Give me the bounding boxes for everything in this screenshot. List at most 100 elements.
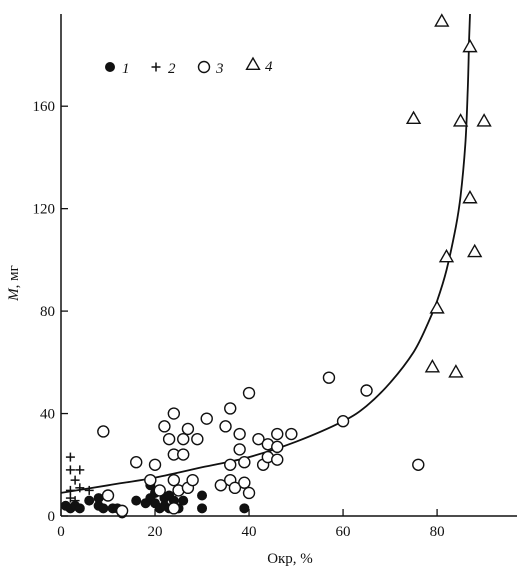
point-series-3 <box>219 420 232 433</box>
point-series-3 <box>177 448 190 461</box>
point-series-3 <box>242 486 256 500</box>
point-series-4 <box>462 189 478 204</box>
legend: 1 2 3 4 <box>105 56 273 77</box>
legend-marker-2 <box>151 62 161 72</box>
point-series-2 <box>65 493 75 503</box>
point-series-3 <box>191 432 204 446</box>
point-series-2 <box>65 452 75 462</box>
x-tick-label: 0 <box>57 524 65 540</box>
point-series-1 <box>197 503 208 514</box>
point-series-3 <box>285 427 298 441</box>
point-series-3 <box>238 476 251 489</box>
legend-item-3: 3 <box>197 60 224 77</box>
point-series-2 <box>65 465 75 475</box>
y-tick-label: 160 <box>33 99 56 115</box>
x-tick-label: 80 <box>430 524 445 540</box>
legend-marker-4 <box>245 56 261 71</box>
point-series-3 <box>177 432 190 446</box>
point-series-3 <box>214 479 228 492</box>
point-series-3 <box>144 473 157 487</box>
point-series-4 <box>462 38 478 53</box>
point-series-4 <box>476 113 492 127</box>
series-4 <box>405 13 492 378</box>
y-tick-label: 40 <box>40 407 55 423</box>
point-series-1 <box>98 503 109 514</box>
fit-curve-layer <box>60 13 471 494</box>
point-series-3 <box>97 425 110 438</box>
legend-item-4: 4 <box>245 56 273 75</box>
point-series-4 <box>438 248 455 263</box>
legend-label-2: 2 <box>168 61 176 77</box>
point-series-3 <box>181 422 195 436</box>
point-series-2 <box>75 483 85 493</box>
point-series-3 <box>233 427 246 441</box>
y-tick-label: 120 <box>33 202 56 218</box>
point-series-1 <box>74 503 85 514</box>
legend-label-1: 1 <box>122 61 130 77</box>
point-series-3 <box>130 456 143 469</box>
x-tick-label: 40 <box>242 524 257 540</box>
point-series-1 <box>197 490 208 501</box>
point-series-3 <box>167 502 181 515</box>
point-series-2 <box>65 485 75 495</box>
point-series-1 <box>84 495 95 506</box>
legend-marker-3 <box>197 60 211 74</box>
x-axis-title: Окр, % <box>267 551 313 567</box>
legend-label-4: 4 <box>265 59 273 75</box>
point-series-3 <box>271 440 284 454</box>
point-series-3 <box>228 481 242 495</box>
point-series-3 <box>322 371 336 384</box>
point-series-3 <box>242 386 256 400</box>
point-series-1 <box>93 493 104 504</box>
point-series-3 <box>153 484 166 497</box>
point-series-2 <box>70 496 80 506</box>
x-tick-label: 60 <box>336 524 351 540</box>
point-series-3 <box>271 427 284 441</box>
legend-item-1: 1 <box>105 61 130 77</box>
point-series-3 <box>238 456 251 469</box>
legend-label-3: 3 <box>215 61 224 77</box>
point-series-4 <box>434 13 450 27</box>
legend-marker-1 <box>105 62 115 72</box>
point-series-3 <box>148 458 162 471</box>
point-series-2 <box>70 475 80 485</box>
point-series-3 <box>252 432 265 446</box>
point-series-3 <box>186 473 199 487</box>
point-series-3 <box>271 453 284 466</box>
point-series-3 <box>162 432 176 446</box>
point-series-4 <box>448 364 464 378</box>
point-series-3 <box>101 489 115 502</box>
point-series-1 <box>131 495 142 506</box>
point-series-3 <box>336 415 350 428</box>
series-2 <box>65 452 94 506</box>
y-axis-title: M, мг <box>6 265 22 302</box>
fit-curve <box>60 13 471 494</box>
y-axis-title-variable: M <box>6 287 22 302</box>
y-ticks: 0 40 80 120 160 <box>33 99 68 525</box>
data-points <box>60 13 492 519</box>
point-series-3 <box>158 420 171 433</box>
point-series-3 <box>115 504 129 518</box>
y-axis-title-unit: , мг <box>6 265 22 288</box>
axes <box>60 14 517 517</box>
x-tick-label: 20 <box>148 524 163 540</box>
x-ticks: 0 20 40 60 80 <box>57 509 445 540</box>
point-series-4 <box>452 113 469 127</box>
point-series-2 <box>84 485 94 495</box>
point-series-4 <box>405 110 422 125</box>
point-series-3 <box>412 458 425 471</box>
point-series-3 <box>224 402 237 415</box>
point-series-4 <box>429 300 445 314</box>
point-series-3 <box>360 384 373 397</box>
point-series-2 <box>75 465 85 475</box>
series-1 <box>60 480 250 519</box>
point-series-4 <box>424 359 441 373</box>
point-series-4 <box>467 243 483 258</box>
point-series-3 <box>167 473 181 487</box>
point-series-3 <box>167 407 181 420</box>
legend-item-2: 2 <box>151 61 176 77</box>
series-3 <box>97 371 425 518</box>
y-tick-label: 0 <box>48 509 56 525</box>
point-series-3 <box>200 412 213 425</box>
